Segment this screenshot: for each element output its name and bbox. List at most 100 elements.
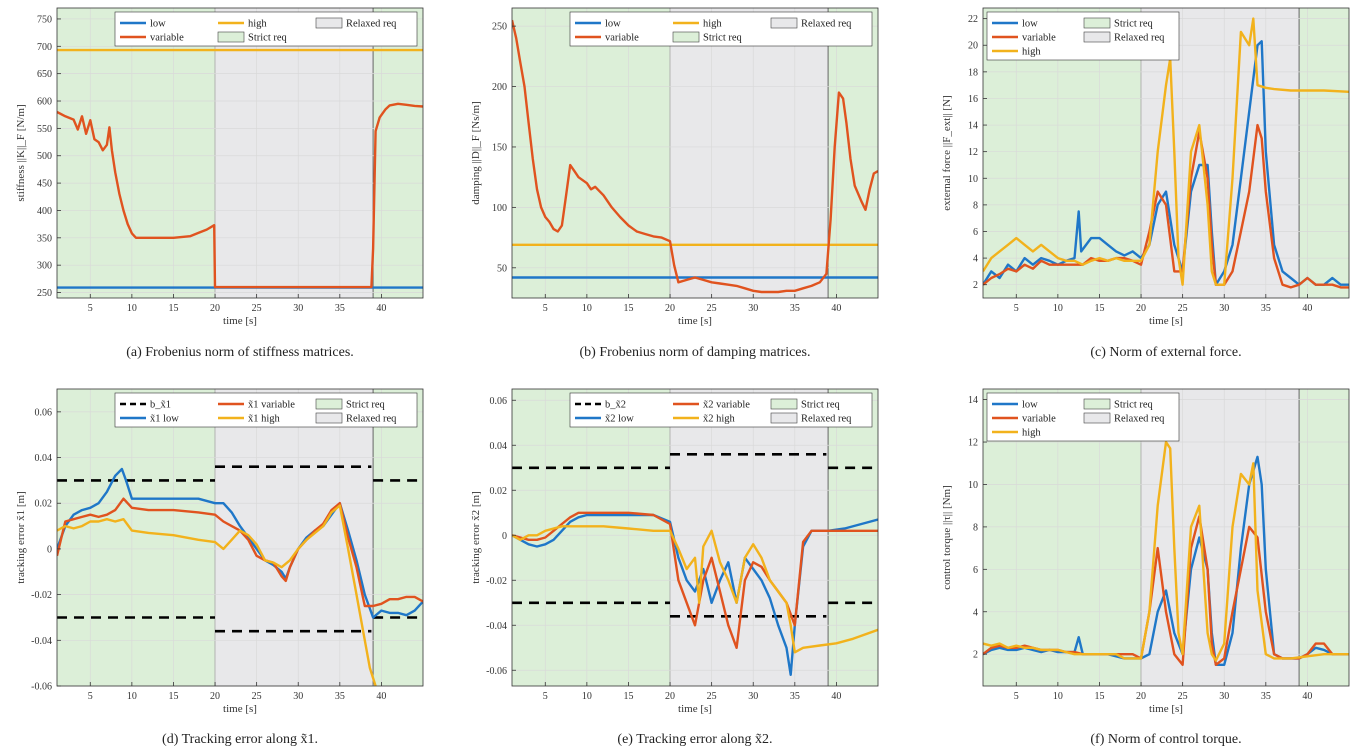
- region-strict-2: [1299, 389, 1349, 686]
- x-tick-label: 20: [665, 303, 675, 314]
- legend-label: low: [150, 19, 166, 30]
- series-line-x̃2-variable: [512, 511, 878, 649]
- y-tick-label: 0.04: [35, 453, 53, 464]
- legend-box: [114, 11, 418, 47]
- y-tick-label: 8: [973, 522, 978, 533]
- caption: (f) Norm of control torque.: [1090, 732, 1241, 747]
- legend: low Strict req variable Relaxed req high: [986, 11, 1180, 61]
- legend-label: Relaxed req: [346, 19, 397, 30]
- legend: low high Relaxed req variable Strict req: [114, 11, 418, 47]
- legend-box: [114, 392, 418, 428]
- caption: (e) Tracking error along x̃2.: [617, 732, 772, 747]
- x-tick-label: 30: [1219, 303, 1229, 314]
- series-line-x̃1-high: [57, 504, 377, 686]
- legend-label: variable: [1022, 33, 1056, 44]
- x-axis-label: time [s]: [1149, 703, 1183, 715]
- legend-swatch-Strict-req: [1083, 398, 1111, 410]
- y-tick-label: 14: [968, 395, 978, 406]
- legend-swatch-Relaxed-req: [315, 17, 343, 29]
- x-tick-label: 35: [1261, 303, 1271, 314]
- y-tick-label: 250: [492, 22, 507, 33]
- series-group: [512, 19, 878, 294]
- x-tick-label: 15: [1094, 303, 1104, 314]
- legend-swatch-Strict-req: [217, 31, 245, 43]
- legend: low high Relaxed req variable Strict req: [569, 11, 873, 47]
- y-axis-label: damping ||D||_F [Ns/m]: [470, 101, 482, 205]
- x-tick-label: 5: [1014, 691, 1019, 702]
- caption: (a) Frobenius norm of stiffness matrices…: [126, 345, 354, 360]
- x-tick-label: 35: [335, 691, 345, 702]
- plot-frame: [56, 388, 424, 687]
- region-relaxed-1: [670, 389, 829, 686]
- plot-frame: [982, 7, 1350, 299]
- y-axis-label: tracking error x̃1 [m]: [15, 491, 27, 584]
- y-tick-label: 0.02: [35, 499, 53, 510]
- legend-label: x̃2 high: [703, 413, 736, 424]
- y-tick-label: 700: [37, 42, 52, 53]
- plot-frame: [511, 388, 879, 687]
- x-tick-label: 40: [1302, 303, 1312, 314]
- y-tick-label: 650: [37, 69, 52, 80]
- x-tick-label: 15: [168, 691, 178, 702]
- legend-swatch-Relaxed-req: [1083, 412, 1111, 424]
- chart-panel-4: 5 10 15 20 25 30 35 40 -0.06 -0.04 -0.02 0 0.02 0.04 0…: [470, 388, 879, 747]
- chart-panel-2: 5 10 15 20 25 30 35 40 2 4 6 8 10 12 14 16 18 20 22 time [s…: [941, 7, 1350, 360]
- legend-label: x̃2 variable: [703, 399, 750, 410]
- y-tick-label: 12: [968, 438, 978, 449]
- x-tick-label: 10: [1053, 691, 1063, 702]
- x-tick-label: 5: [88, 303, 93, 314]
- legend-box: [569, 11, 873, 47]
- y-tick-label: 600: [37, 97, 52, 108]
- legend-label: b_x̃2: [605, 399, 626, 410]
- legend-swatch-Strict-req: [1083, 17, 1111, 29]
- y-tick-label: 150: [492, 142, 507, 153]
- y-tick-label: 14: [968, 121, 978, 132]
- y-tick-label: 300: [37, 261, 52, 272]
- legend-label: variable: [605, 33, 639, 44]
- legend-label: low: [1022, 400, 1038, 411]
- plot-frame: [511, 7, 879, 299]
- x-tick-label: 10: [582, 691, 592, 702]
- legend-swatch-Strict-req: [770, 398, 798, 410]
- x-tick-label: 15: [168, 303, 178, 314]
- legend-label: Strict req: [1114, 19, 1154, 30]
- legend-label: high: [248, 19, 267, 30]
- x-tick-label: 30: [293, 691, 303, 702]
- x-tick-label: 15: [623, 303, 633, 314]
- legend-label: high: [703, 19, 722, 30]
- series-line-high: [983, 440, 1349, 662]
- y-tick-label: 4: [973, 254, 978, 265]
- region-strict-2: [828, 389, 878, 686]
- legend-label: Relaxed req: [1114, 33, 1165, 44]
- legend-label: low: [1022, 19, 1038, 30]
- y-tick-label: 0: [47, 544, 52, 555]
- legend-label: x̃1 low: [150, 413, 179, 424]
- x-tick-label: 40: [1302, 691, 1312, 702]
- plot-frame: [56, 7, 424, 299]
- y-axis-label: external force ||F_ext|| [N]: [941, 95, 953, 210]
- x-tick-label: 15: [623, 691, 633, 702]
- x-tick-label: 25: [707, 691, 717, 702]
- region-strict-0: [512, 8, 671, 298]
- series-line-variable: [983, 123, 1349, 289]
- legend-label: Strict req: [346, 400, 386, 411]
- legend-label: x̃1 variable: [248, 399, 295, 410]
- series-line-variable: [512, 19, 878, 294]
- plot-frame: [982, 388, 1350, 687]
- x-tick-label: 5: [1014, 303, 1019, 314]
- x-tick-label: 5: [543, 303, 548, 314]
- legend-label: Relaxed req: [801, 414, 852, 425]
- x-tick-label: 25: [707, 303, 717, 314]
- y-tick-label: 8: [973, 200, 978, 211]
- y-tick-label: -0.06: [31, 682, 52, 693]
- x-tick-label: 40: [376, 691, 386, 702]
- legend-label: Relaxed req: [801, 19, 852, 30]
- caption: (d) Tracking error along x̃1.: [162, 732, 318, 747]
- legend-label: Strict req: [248, 33, 288, 44]
- x-tick-label: 10: [127, 691, 137, 702]
- y-tick-label: -0.06: [486, 666, 507, 677]
- y-tick-label: 0.02: [490, 486, 508, 497]
- y-tick-label: 400: [37, 206, 52, 217]
- region-strict-2: [373, 389, 423, 686]
- legend-box: [986, 11, 1180, 61]
